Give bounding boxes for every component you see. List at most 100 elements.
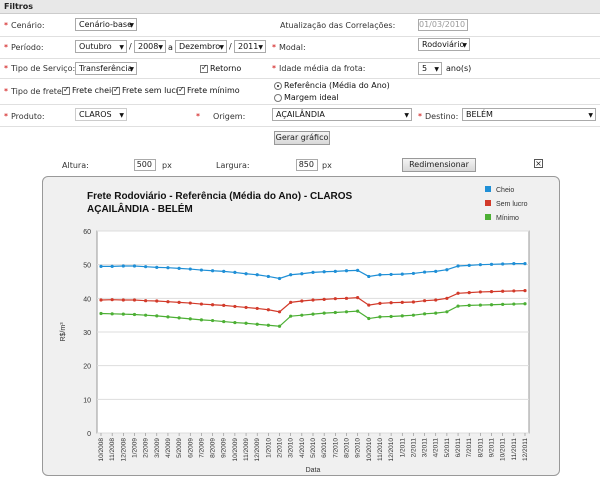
margem-option[interactable]: Margem ideal (274, 93, 339, 102)
periodo-label: * Período: (4, 43, 44, 52)
data-point (311, 298, 315, 302)
data-point (266, 308, 270, 312)
frete-minimo-option[interactable]: Frete mínimo (177, 85, 240, 95)
x-tick-label: 8/2010 (343, 438, 350, 458)
x-tick-label: 3/2009 (154, 438, 161, 458)
ano-fim-select[interactable]: 2011 ▼ (234, 40, 266, 53)
x-tick-label: 1/2011 (399, 438, 406, 458)
ano-inicio-select[interactable]: 2008 ▼ (134, 40, 166, 53)
cenario-select[interactable]: Cenário-base ▼ (75, 18, 137, 31)
data-point (400, 272, 404, 276)
data-point (99, 298, 103, 302)
data-point (255, 306, 259, 311)
origem-select[interactable]: AÇAILÂNDIA ▼ (272, 108, 412, 121)
mes-inicio-select[interactable]: Outubro ▼ (75, 40, 127, 53)
atualizacao-field[interactable]: 01/03/2010 (418, 19, 468, 31)
data-point (155, 265, 159, 269)
data-point (333, 269, 337, 273)
tipo-servico-select[interactable]: Transferência ▼ (75, 62, 137, 75)
x-tick-label: 6/2011 (455, 438, 462, 458)
retorno-checkbox[interactable] (200, 63, 208, 73)
idade-frota-unit: ano(s) (446, 64, 472, 73)
modal-label: * Modal: (272, 43, 306, 52)
data-point (222, 319, 226, 324)
data-point (478, 290, 482, 294)
redimensionar-button[interactable]: Redimensionar (402, 158, 476, 172)
frete-cheio-option[interactable]: Frete cheio (62, 85, 116, 95)
data-point (266, 274, 270, 279)
referencia-option[interactable]: Referência (Média do Ano) (274, 81, 390, 90)
data-point (422, 312, 427, 316)
data-point (411, 313, 416, 317)
x-tick-label: 9/2009 (221, 438, 228, 458)
x-tick-label: 8/2009 (210, 438, 217, 458)
data-point (177, 316, 181, 320)
data-point (422, 270, 427, 274)
chart-subtitle: AÇAILÂNDIA - BELÉM (87, 202, 193, 215)
chart-title: Frete Rodoviário - Referência (Média do … (87, 191, 353, 202)
frete-sem-lucro-checkbox[interactable] (112, 85, 120, 95)
x-tick-label: 12/2010 (388, 438, 395, 462)
x-tick-label: 4/2009 (165, 438, 172, 458)
data-point (188, 317, 192, 321)
x-tick-label: 2/2009 (143, 438, 150, 458)
chart-container: Frete Rodoviário - Referência (Média do … (42, 176, 560, 476)
data-point (132, 298, 137, 302)
altura-input[interactable]: 500 (134, 159, 156, 171)
chevron-down-icon: ▼ (404, 112, 409, 119)
largura-input[interactable]: 850 (296, 159, 318, 171)
idade-frota-select[interactable]: 5 ▼ (418, 62, 442, 75)
data-point (177, 266, 181, 270)
data-point (356, 268, 360, 272)
modal-select[interactable]: Rodoviário ▼ (418, 38, 470, 51)
data-point (166, 315, 170, 319)
x-tick-label: 10/2010 (366, 438, 373, 462)
data-point (199, 268, 204, 272)
data-point (322, 297, 326, 301)
close-icon[interactable]: × (534, 159, 543, 168)
x-tick-label: 11/2010 (377, 438, 384, 461)
x-tick-label: 9/2011 (489, 438, 496, 458)
data-point (523, 302, 527, 306)
data-point (389, 301, 393, 305)
destino-select[interactable]: BELÉM ▼ (462, 108, 596, 121)
x-tick-label: 10/2009 (232, 438, 239, 462)
data-point (166, 266, 170, 270)
data-point (132, 312, 137, 317)
idade-frota-label: * Idade média da frota: (272, 64, 366, 73)
chevron-down-icon: ▼ (119, 112, 124, 119)
data-point (333, 297, 337, 301)
y-tick-label: 40 (83, 296, 91, 303)
data-point (400, 314, 404, 318)
data-point (512, 262, 516, 266)
chevron-down-icon: ▼ (129, 22, 134, 29)
data-point (311, 270, 315, 275)
data-point (322, 311, 326, 315)
x-tick-label: 12/2011 (522, 438, 529, 461)
data-point (110, 264, 114, 268)
chevron-down-icon: ▼ (258, 44, 263, 51)
data-point (467, 303, 471, 308)
mes-fim-select[interactable]: Dezembro ▼ (175, 40, 227, 53)
retorno-option[interactable]: Retorno (200, 63, 241, 73)
data-point (456, 304, 460, 308)
margem-radio[interactable] (274, 93, 282, 102)
x-axis-label: Data (306, 467, 321, 474)
data-point (222, 303, 226, 308)
produto-select[interactable]: CLAROS ▼ (75, 108, 127, 121)
referencia-radio[interactable] (274, 81, 282, 90)
frete-minimo-checkbox[interactable] (177, 85, 185, 95)
line-chart: Frete Rodoviário - Referência (Média do … (60, 186, 530, 474)
largura-label: Largura: (216, 161, 250, 170)
data-point (501, 302, 505, 306)
gerar-grafico-button[interactable]: Gerar gráfico (274, 131, 330, 145)
legend-swatch (485, 200, 491, 206)
data-point (434, 298, 438, 302)
frete-sem-lucro-option[interactable]: Frete sem lucro (112, 85, 184, 95)
frete-cheio-checkbox[interactable] (62, 85, 70, 95)
data-point (121, 264, 125, 268)
x-tick-label: 6/2009 (187, 438, 194, 458)
produto-label: * Produto: (4, 112, 45, 121)
data-point (277, 324, 282, 328)
x-tick-label: 1/2010 (265, 438, 272, 458)
